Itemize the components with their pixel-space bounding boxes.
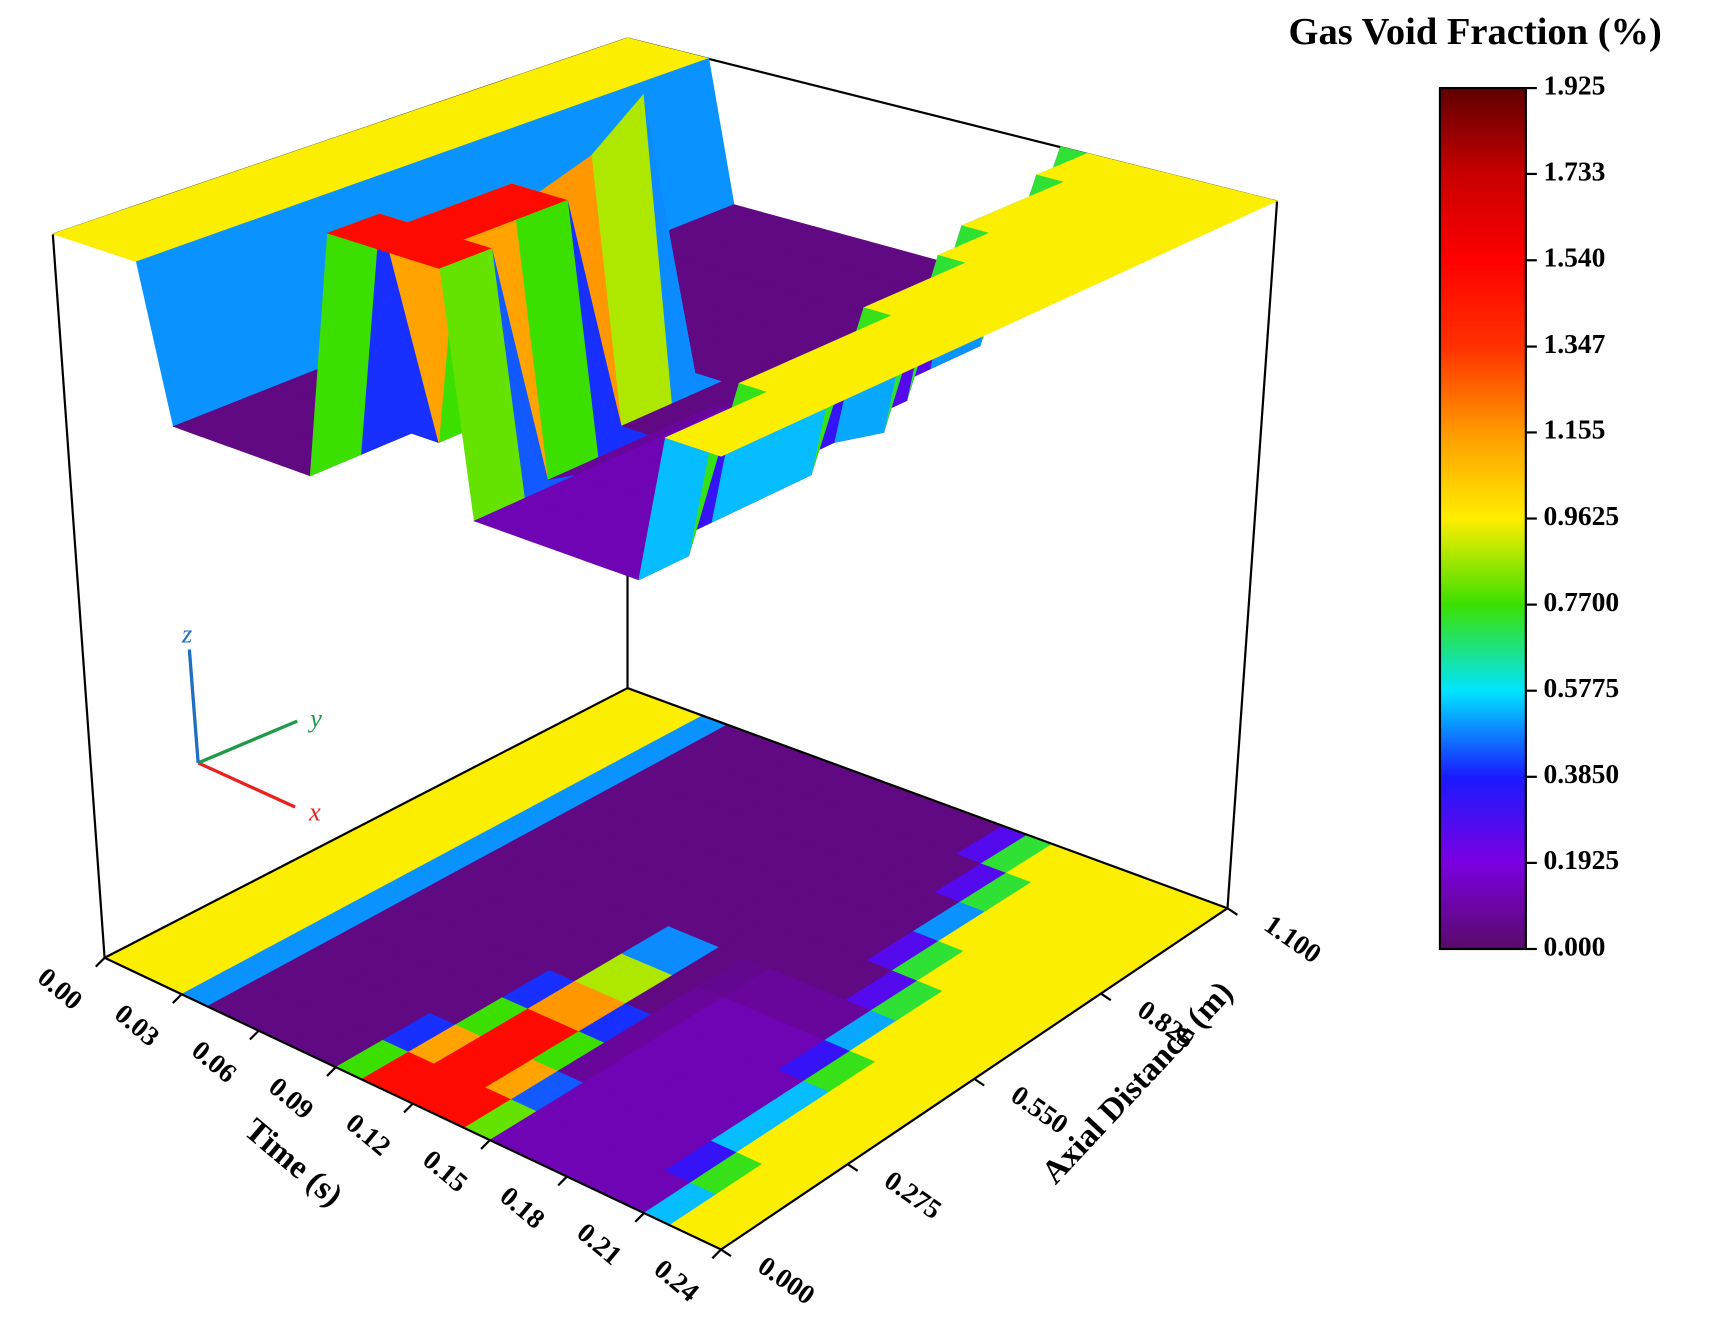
colorbar-tick-label: 0.9625 — [1543, 500, 1619, 531]
box-edge — [1226, 201, 1279, 909]
colorbar-tick-label: 1.925 — [1543, 69, 1605, 100]
y-tick-label: 1.100 — [1259, 908, 1328, 969]
colorbar-tick-label: 0.7700 — [1543, 586, 1619, 617]
box-edge — [104, 956, 722, 1251]
y-tick-label: 0.550 — [1006, 1079, 1075, 1140]
triad-axis — [197, 719, 298, 765]
y-tick-label: 0.000 — [753, 1249, 822, 1310]
y-tick — [1226, 907, 1239, 916]
x-axis-title: Time (s) — [237, 1112, 349, 1214]
x-tick-label: 0.24 — [648, 1253, 705, 1308]
y-tick — [1100, 992, 1112, 1002]
x-tick — [326, 1066, 337, 1077]
x-tick — [249, 1029, 260, 1041]
colorbar-tick-label: 0.5775 — [1543, 672, 1619, 703]
x-tick — [557, 1175, 568, 1187]
x-tick — [480, 1139, 491, 1150]
x-tick — [711, 1248, 722, 1260]
y-tick-label: 0.275 — [879, 1164, 948, 1225]
axis-triad: x y z — [181, 618, 322, 826]
box-edge — [627, 687, 1228, 910]
triad-label: y — [307, 703, 322, 733]
x-tick-label: 0.09 — [263, 1070, 320, 1125]
x-tick — [94, 957, 106, 968]
triad-label: x — [308, 797, 321, 827]
x-tick — [634, 1212, 645, 1223]
colorbar-tick-label: 1.540 — [1543, 242, 1605, 273]
colorbar-tick-label: 0.3850 — [1543, 758, 1619, 789]
colorbar-tick-label: 0.1925 — [1543, 844, 1619, 875]
floor-projection — [103, 687, 1229, 1250]
x-tick-label: 0.18 — [494, 1180, 551, 1235]
y-tick — [847, 1163, 859, 1172]
colorbar-tick-label: 1.155 — [1543, 414, 1605, 445]
x-tick — [172, 993, 183, 1004]
box-edge — [104, 687, 629, 959]
triad-axis — [187, 649, 200, 764]
x-tick-label: 0.00 — [32, 961, 89, 1016]
y-tick — [973, 1077, 985, 1087]
y-tick — [720, 1248, 732, 1258]
x-tick-label: 0.15 — [417, 1143, 474, 1198]
x-tick — [403, 1102, 414, 1114]
colorbar-title: Gas Void Fraction (%) — [1288, 11, 1661, 53]
x-tick-label: 0.03 — [109, 997, 166, 1052]
surface — [51, 37, 1279, 581]
triad-label: z — [181, 618, 192, 648]
x-tick-label: 0.21 — [571, 1216, 628, 1271]
x-tick-label: 0.12 — [340, 1107, 397, 1162]
x-tick-label: 0.06 — [186, 1034, 243, 1089]
box-edge — [51, 234, 106, 958]
surface-cell — [692, 423, 773, 457]
colorbar — [1438, 86, 1527, 951]
colorbar-tick-label: 1.347 — [1543, 328, 1605, 359]
triad-axis — [197, 761, 296, 809]
colorbar-tick-label: 1.733 — [1543, 155, 1605, 186]
colorbar-tick-label: 0.000 — [1543, 930, 1605, 961]
